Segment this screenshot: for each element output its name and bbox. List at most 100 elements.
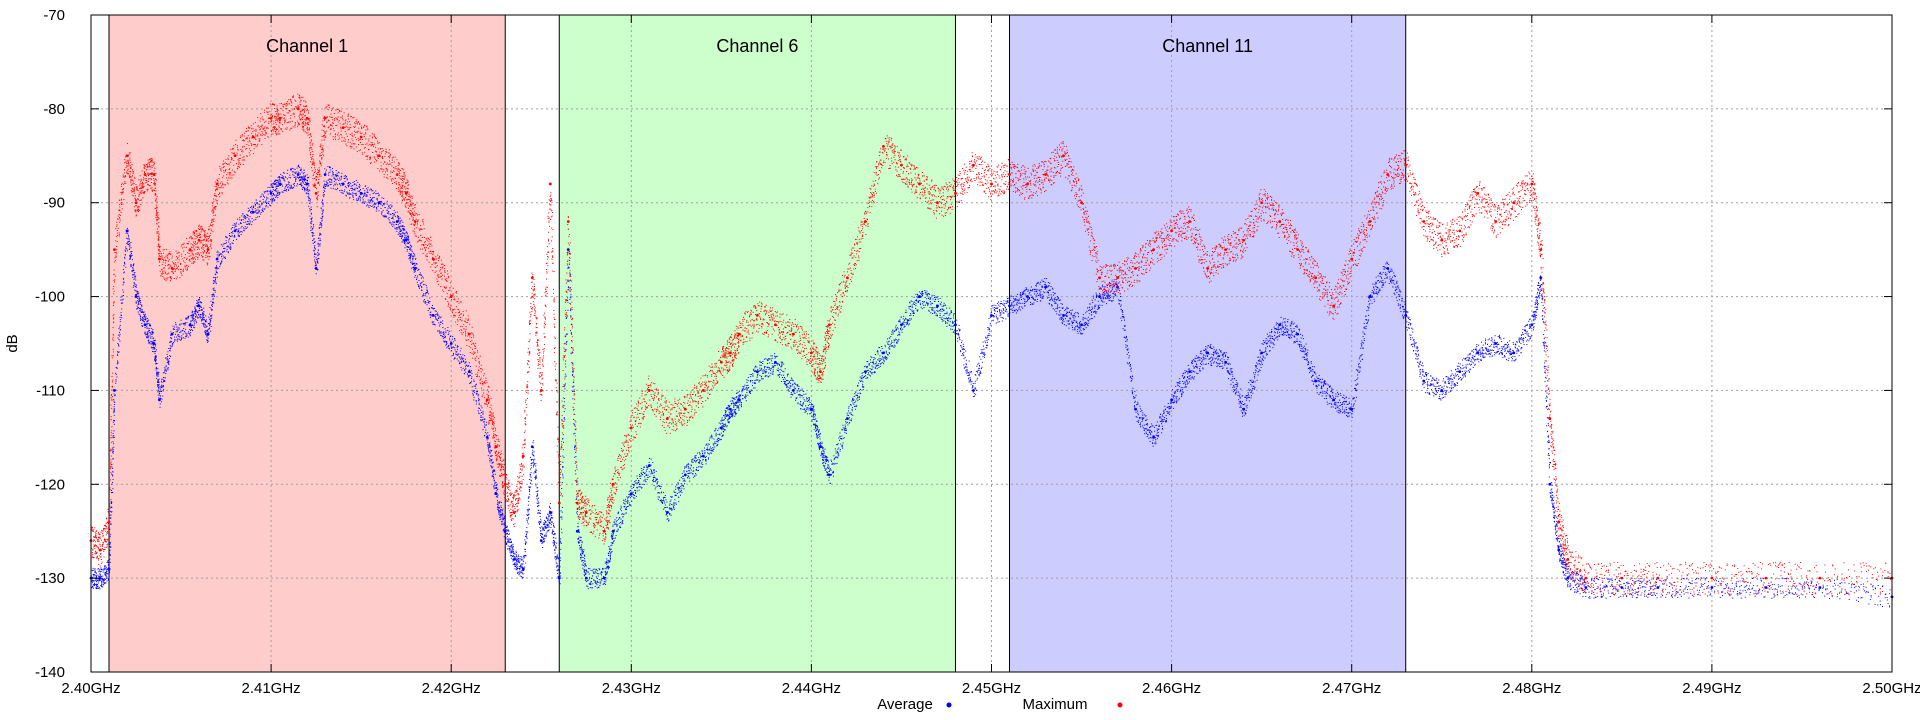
data-point: [702, 450, 704, 452]
data-point: [777, 375, 779, 377]
data-point: [710, 448, 712, 450]
data-point: [594, 568, 596, 570]
data-point: [482, 421, 484, 423]
data-point: [474, 385, 476, 387]
data-point: [739, 396, 741, 398]
data-point: [768, 357, 770, 359]
data-point: [179, 324, 181, 326]
data-point: [632, 493, 634, 495]
data-point: [589, 576, 591, 578]
data-point: [133, 285, 135, 287]
data-point: [690, 464, 692, 466]
data-point: [568, 267, 570, 269]
data-point: [379, 202, 381, 204]
data-point: [620, 505, 622, 507]
data-point: [595, 569, 597, 571]
data-point: [780, 369, 782, 371]
data-point: [457, 360, 459, 362]
data-point: [202, 323, 204, 325]
data-point: [92, 586, 94, 588]
data-point: [771, 371, 773, 373]
data-point: [121, 302, 123, 304]
data-point: [264, 208, 266, 210]
data-point: [400, 225, 402, 227]
data-point: [782, 361, 784, 363]
data-point: [399, 231, 401, 233]
data-point: [607, 562, 609, 564]
data-point: [356, 199, 358, 201]
data-point: [116, 360, 118, 362]
data-point: [402, 229, 404, 231]
data-point: [383, 204, 385, 206]
data-point: [730, 411, 732, 413]
data-point: [545, 524, 547, 526]
data-point: [488, 434, 490, 436]
data-point: [728, 416, 730, 418]
data-point: [754, 380, 756, 382]
data-point: [561, 516, 563, 518]
data-point: [378, 210, 380, 212]
data-point: [528, 517, 530, 519]
data-point: [584, 563, 586, 565]
data-point: [574, 470, 576, 472]
data-point: [501, 514, 503, 516]
data-point: [584, 563, 586, 565]
data-point: [323, 184, 325, 186]
data-point: [118, 351, 120, 353]
data-point: [304, 189, 306, 191]
data-point: [149, 325, 151, 327]
data-point: [453, 352, 455, 354]
data-point: [158, 398, 160, 400]
data-point: [799, 403, 801, 405]
data-point: [105, 576, 107, 578]
data-point: [900, 323, 903, 327]
data-point: [727, 405, 729, 407]
data-point: [556, 542, 558, 544]
data-point: [789, 382, 791, 384]
data-point: [732, 412, 734, 414]
data-point: [564, 388, 566, 390]
data-point: [271, 200, 273, 202]
data-point: [414, 269, 416, 271]
data-point: [529, 487, 531, 489]
data-point: [117, 354, 119, 356]
data-point: [427, 291, 429, 293]
data-point: [279, 180, 281, 182]
data-point: [688, 472, 690, 474]
data-point: [738, 399, 740, 401]
data-point: [542, 541, 544, 543]
data-point: [381, 197, 383, 199]
data-point: [575, 451, 577, 453]
data-point: [591, 577, 593, 579]
data-point: [308, 177, 310, 179]
data-point: [571, 352, 573, 354]
data-point: [105, 571, 107, 573]
data-point: [349, 184, 351, 186]
data-point: [281, 191, 283, 193]
data-point: [110, 517, 112, 519]
data-point: [569, 260, 571, 262]
data-point: [544, 534, 546, 536]
data-point: [238, 232, 240, 234]
data-point: [260, 212, 262, 214]
data-point: [781, 377, 783, 379]
data-point: [718, 428, 720, 430]
data-point: [165, 365, 167, 367]
data-point: [760, 376, 762, 378]
data-point: [540, 518, 542, 520]
data-point: [478, 404, 480, 406]
data-point: [331, 181, 333, 183]
data-point: [147, 333, 149, 335]
data-point: [562, 434, 564, 436]
data-point: [290, 169, 292, 171]
data-point: [735, 413, 737, 415]
data-point: [779, 372, 781, 374]
data-point: [630, 493, 632, 495]
data-point: [350, 182, 352, 184]
data-point: [109, 542, 111, 544]
data-point: [558, 576, 560, 578]
data-point: [320, 226, 322, 228]
data-point: [146, 322, 148, 324]
data-point: [378, 194, 380, 196]
data-point: [629, 504, 631, 506]
